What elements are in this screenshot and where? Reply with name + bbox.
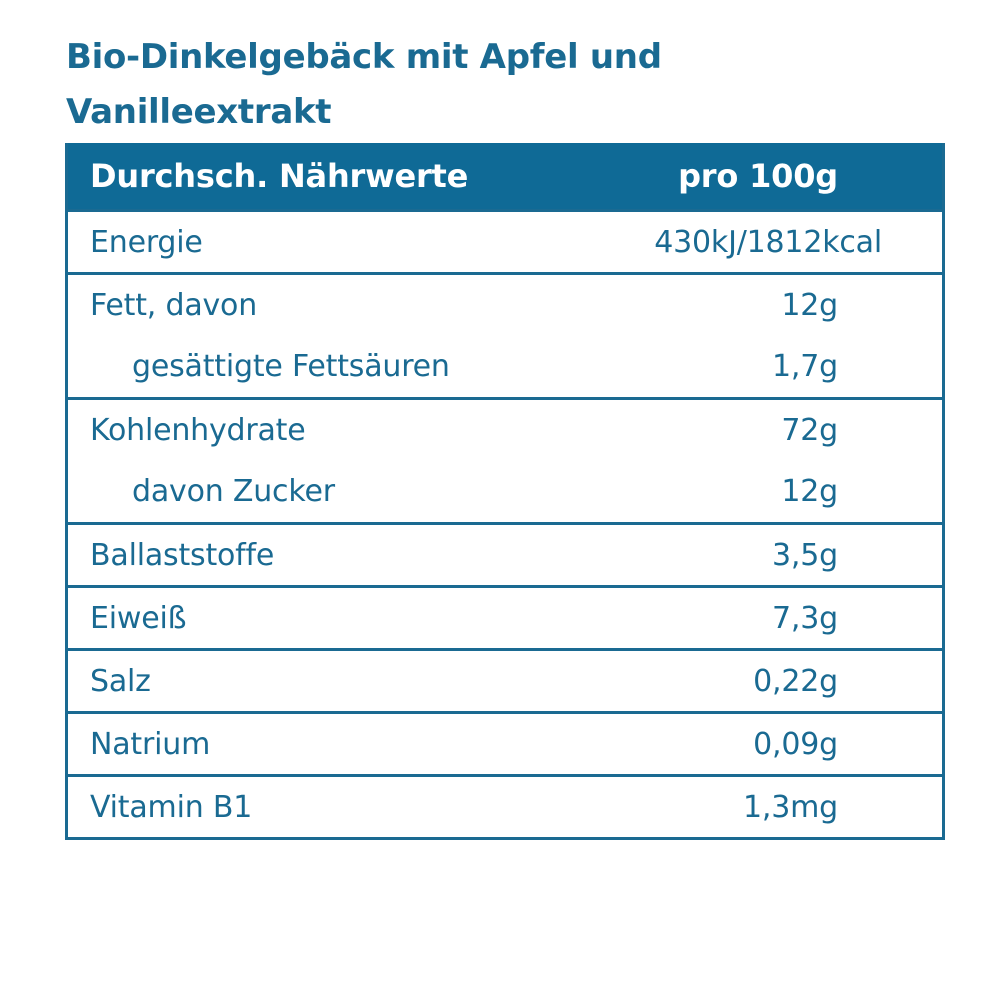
row-group-vitamin-b1: Vitamin B1 1,3mg [68,774,942,837]
header-label: Durchsch. Nährwerte [90,157,469,195]
nutrient-value: 1,3mg [743,789,838,825]
table-row: gesättigte Fettsäuren 1,7g [68,335,942,397]
nutrient-label: Eiweiß [90,600,187,636]
row-group-sodium: Natrium 0,09g [68,711,942,774]
table-row: Fett, davon 12g [68,275,942,335]
nutrient-value: 72g [781,412,838,448]
table-row: davon Zucker 12g [68,460,942,522]
nutrient-value: 0,09g [753,726,838,762]
table-header: Durchsch. Nährwerte pro 100g [68,143,942,209]
nutrient-value: 12g [781,287,838,323]
row-group-fiber: Ballaststoffe 3,5g [68,522,942,585]
table-row: Kohlenhydrate 72g [68,400,942,460]
nutrient-value: 7,3g [772,600,838,636]
table-row: Natrium 0,09g [68,714,942,774]
nutrient-value: 1,7g [772,348,838,384]
nutrient-value: 3,5g [772,537,838,573]
row-group-fat: Fett, davon 12g gesättigte Fettsäuren 1,… [68,272,942,397]
nutrient-value: 12g [781,473,838,509]
nutrient-value: 0,22g [753,663,838,699]
nutrient-label: Energie [90,224,203,260]
table-row: Eiweiß 7,3g [68,588,942,648]
row-group-protein: Eiweiß 7,3g [68,585,942,648]
nutrient-value: 430kJ/1812kcal [654,224,882,260]
nutrient-sublabel: gesättigte Fettsäuren [132,348,450,384]
table-row: Vitamin B1 1,3mg [68,777,942,837]
nutrient-sublabel: davon Zucker [132,473,335,509]
nutrition-table: Durchsch. Nährwerte pro 100g Energie 430… [65,143,945,840]
row-group-carbs: Kohlenhydrate 72g davon Zucker 12g [68,397,942,522]
table-row: Salz 0,22g [68,651,942,711]
header-value: pro 100g [678,157,838,195]
nutrient-label: Kohlenhydrate [90,412,306,448]
nutrient-label: Salz [90,663,151,699]
nutrient-label: Natrium [90,726,211,762]
table-row: Ballaststoffe 3,5g [68,525,942,585]
product-title: Bio-Dinkelgebäck mit Apfel und Vanilleex… [66,37,662,132]
row-group-energy: Energie 430kJ/1812kcal [68,209,942,272]
nutrient-label: Ballaststoffe [90,537,275,573]
row-group-salt: Salz 0,22g [68,648,942,711]
table-row: Energie 430kJ/1812kcal [68,212,942,272]
nutrient-label: Vitamin B1 [90,789,253,825]
nutrient-label: Fett, davon [90,287,258,323]
